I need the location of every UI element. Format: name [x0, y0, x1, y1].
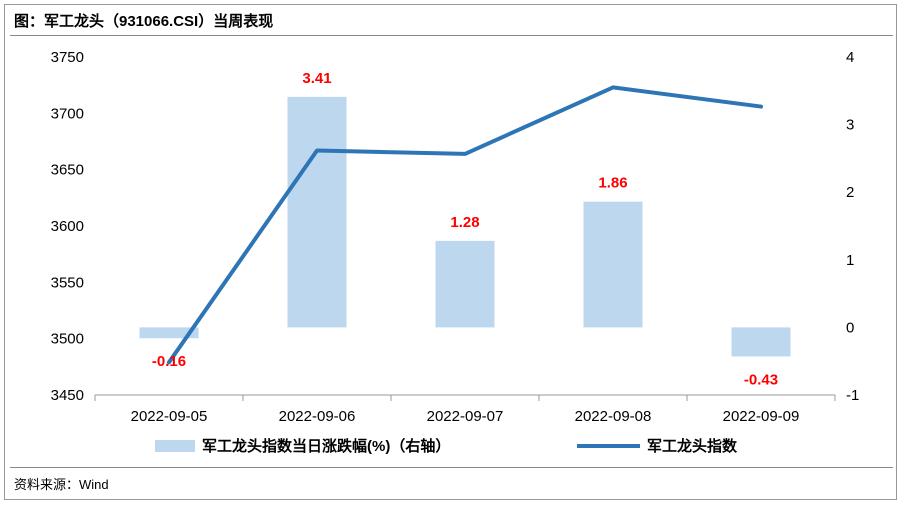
line-path [167, 85, 763, 365]
y-left-tick-label: 3450 [51, 387, 84, 404]
bar [435, 240, 495, 328]
x-tick-label: 2022-09-06 [279, 408, 356, 425]
y-right-tick-label: 3 [846, 117, 854, 134]
bar [139, 327, 199, 339]
legend-swatch-bar [155, 440, 195, 452]
y-left-tick-label: 3600 [51, 218, 84, 235]
data-label: 1.86 [598, 175, 627, 192]
y-right-tick-label: 4 [846, 49, 854, 66]
y-left-tick-label: 3700 [51, 105, 84, 122]
figure-title: 图：军工龙头（931066.CSI）当周表现 [14, 13, 274, 30]
y-right-tick-label: -1 [846, 387, 859, 404]
bar [287, 96, 347, 328]
figure-frame [4, 4, 897, 500]
y-left-tick-label: 3650 [51, 162, 84, 179]
x-tick-label: 2022-09-08 [575, 408, 652, 425]
x-tick-label: 2022-09-09 [723, 408, 800, 425]
source-note: 资料来源：Wind [14, 477, 109, 492]
bar [731, 327, 791, 357]
y-left-tick-label: 3550 [51, 274, 84, 291]
legend-label-line: 军工龙头指数 [647, 437, 738, 455]
y-left-tick-label: 3500 [51, 331, 84, 348]
bar-series [139, 96, 791, 357]
legend-label-bar: 军工龙头指数当日涨跌幅(%)（右轴） [202, 437, 450, 455]
y-right-tick-label: 0 [846, 319, 854, 336]
data-label: 1.28 [450, 214, 479, 231]
x-tick-label: 2022-09-07 [427, 408, 504, 425]
x-tick-label: 2022-09-05 [131, 408, 208, 425]
data-label: -0.43 [744, 371, 778, 388]
line-series [167, 85, 763, 365]
title-divider [10, 35, 893, 36]
y-left-tick-label: 3750 [51, 49, 84, 66]
y-right-tick-label: 1 [846, 252, 854, 269]
chart-axes: 2022-09-05 2022-09-06 2022-09-07 2022-09-08… [51, 49, 860, 425]
source-divider [10, 467, 893, 468]
data-label: -0.16 [152, 353, 186, 370]
y-right-tick-label: 2 [846, 184, 854, 201]
bar [583, 201, 643, 328]
data-labels: -0.16 3.41 1.28 1.86 -0.43 [152, 70, 778, 389]
chart-legend: 军工龙头指数当日涨跌幅(%)（右轴） 军工龙头指数 [155, 437, 738, 455]
data-label: 3.41 [302, 70, 331, 87]
